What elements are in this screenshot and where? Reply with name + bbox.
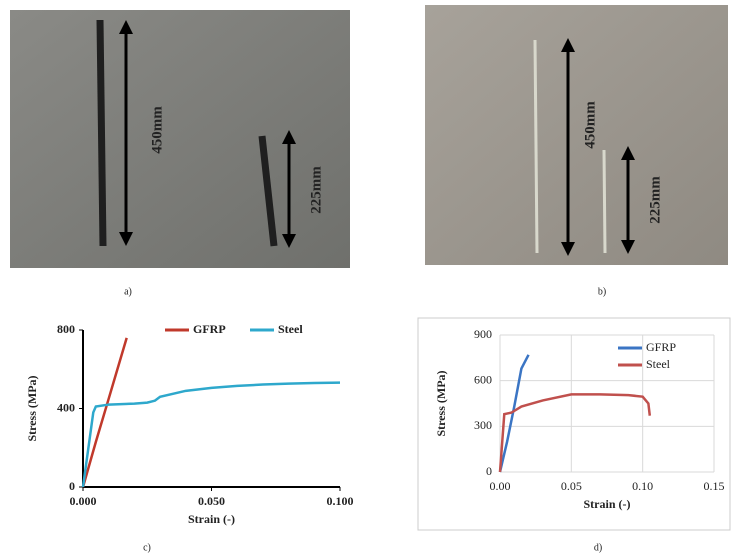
legend-label: GFRP <box>193 322 226 336</box>
x-tick-label: 0.10 <box>632 479 653 493</box>
legend-label: GFRP <box>646 340 676 354</box>
x-tick-label: 0.100 <box>327 494 354 508</box>
x-tick-label: 0.15 <box>704 479 725 493</box>
legend-label: Steel <box>278 322 303 336</box>
panel-label: a) <box>124 286 132 297</box>
x-tick-label: 0.00 <box>490 479 511 493</box>
photo-b: 450mm 225mm b) <box>425 5 728 297</box>
x-axis-title: Strain (-) <box>584 497 631 511</box>
dimension: 450mm <box>149 106 165 154</box>
photo-a: 450mm 225mm a) <box>10 10 350 297</box>
panel-label: c) <box>143 542 151 553</box>
panel-label: b) <box>598 286 606 297</box>
y-tick-label: 0 <box>486 464 492 478</box>
y-tick-label: 800 <box>57 322 75 336</box>
y-tick-label: 400 <box>57 400 75 414</box>
y-axis-title: Stress (MPa) <box>25 375 39 441</box>
dimension: 450mm <box>582 101 598 149</box>
dimension: 225mm <box>308 166 324 214</box>
series-line <box>81 381 341 488</box>
series-line <box>498 354 530 473</box>
legend-label: Steel <box>646 357 671 371</box>
y-tick-label: 600 <box>474 372 492 386</box>
dimension: 225mm <box>647 176 663 224</box>
series-line <box>498 393 652 473</box>
y-tick-label: 300 <box>474 418 492 432</box>
x-tick-label: 0.05 <box>561 479 582 493</box>
y-tick-label: 900 <box>474 327 492 341</box>
chart-frame <box>417 317 731 531</box>
y-tick-label: 0 <box>69 479 75 493</box>
x-axis-title: Strain (-) <box>188 512 235 526</box>
x-tick-label: 0.000 <box>70 494 97 508</box>
y-axis-title: Stress (MPa) <box>434 370 448 436</box>
panel-label: d) <box>594 542 602 553</box>
series-line <box>81 337 128 488</box>
x-tick-label: 0.050 <box>198 494 225 508</box>
